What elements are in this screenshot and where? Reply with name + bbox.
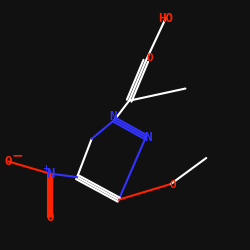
Text: HO: HO [158, 12, 173, 24]
Text: N: N [144, 131, 152, 144]
Text: O: O [4, 155, 12, 168]
Text: O: O [146, 53, 153, 63]
Text: N: N [109, 110, 116, 122]
Text: +: + [42, 164, 49, 173]
Text: −: − [11, 148, 23, 162]
Text: O: O [46, 210, 54, 224]
Text: N: N [46, 166, 54, 180]
Text: O: O [170, 180, 177, 190]
